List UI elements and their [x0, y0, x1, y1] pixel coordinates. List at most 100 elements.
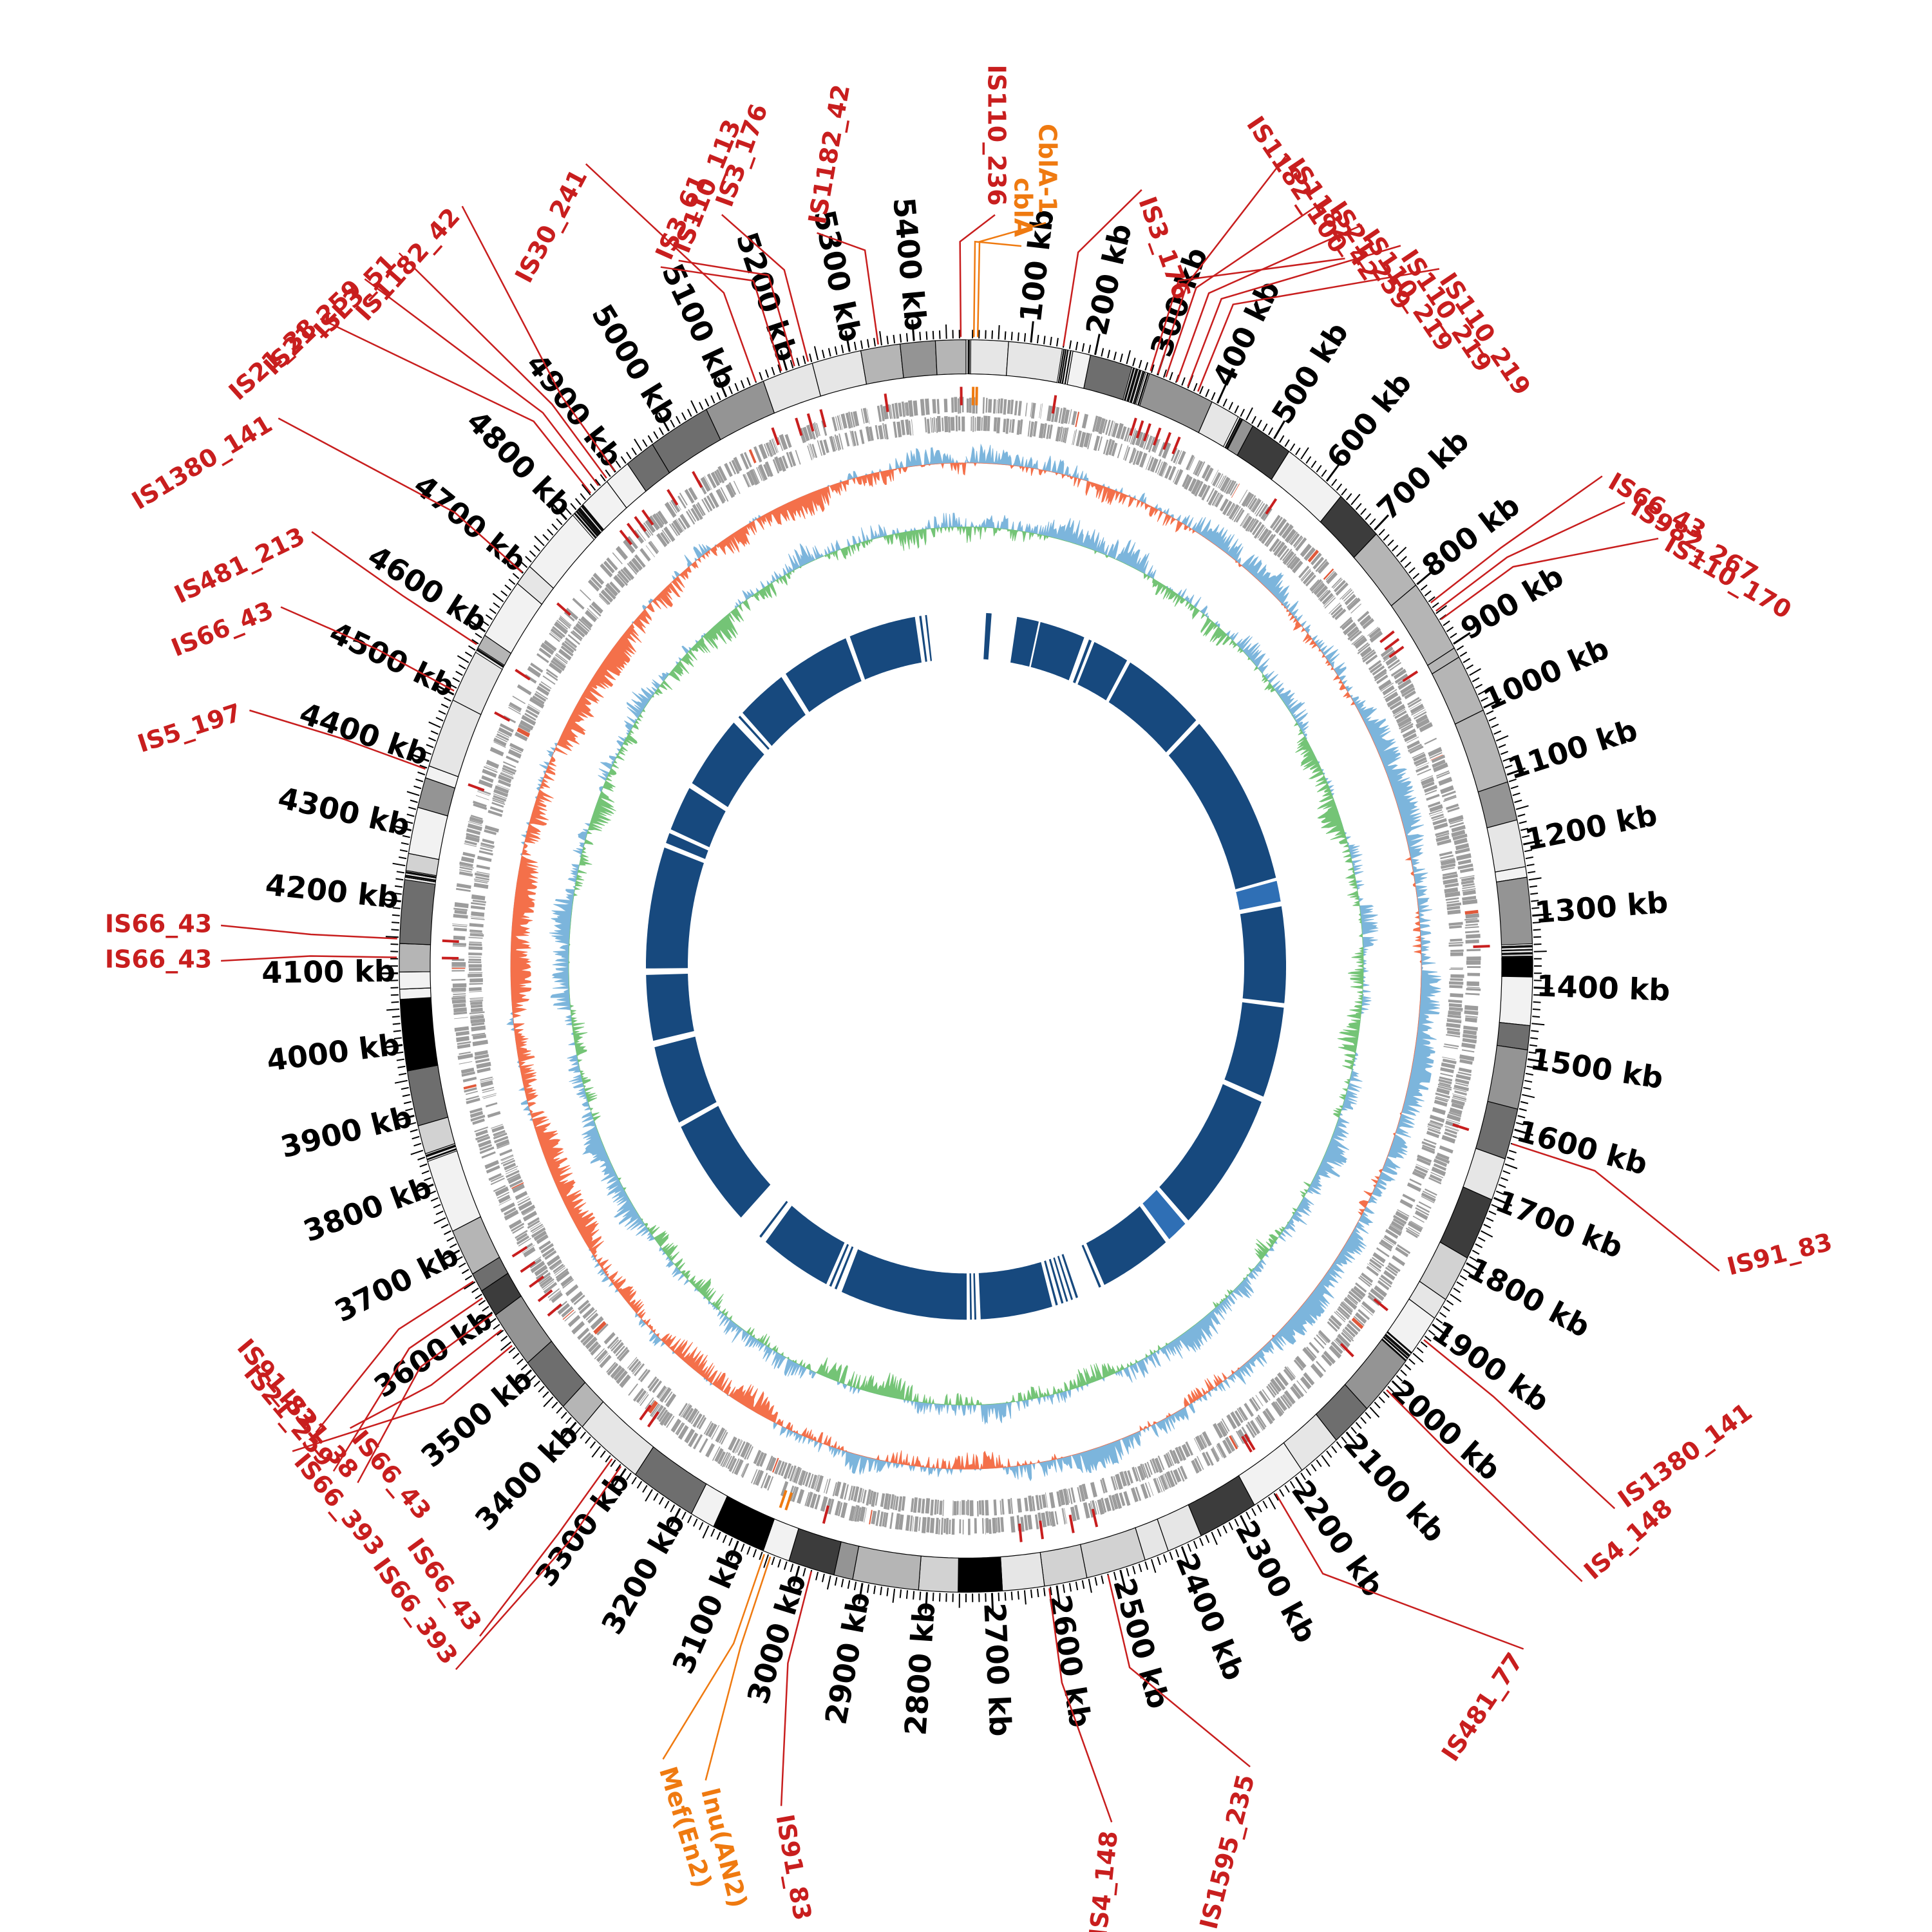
gene-mark	[562, 1279, 574, 1289]
gene-mark	[1148, 437, 1155, 453]
gene-mark	[688, 487, 698, 501]
gene-mark	[457, 1053, 473, 1060]
gene-mark	[494, 1135, 509, 1144]
gene-mark	[1435, 1097, 1448, 1103]
axis-minor-tick	[471, 1287, 479, 1293]
gene-mark	[639, 1394, 649, 1406]
gene-mark	[658, 1409, 668, 1423]
is-position-tick	[647, 1411, 659, 1428]
gene-mark	[1283, 1368, 1294, 1381]
gene-mark	[1330, 1314, 1342, 1327]
axis-minor-tick	[1234, 1519, 1239, 1527]
gene-mark	[648, 541, 659, 554]
axis-minor-tick	[631, 447, 637, 455]
annotation-leader-line	[278, 417, 523, 573]
gene-mark	[1341, 618, 1354, 630]
gene-mark	[484, 825, 499, 833]
gc-content-area-negative	[568, 526, 1365, 1406]
gene-mark	[1194, 480, 1204, 497]
gene-mark	[551, 1292, 563, 1303]
gene-mark	[493, 789, 508, 797]
gene-mark	[1079, 431, 1086, 448]
gene-mark	[1234, 1410, 1244, 1423]
gene-mark	[1441, 863, 1456, 869]
gene-mark	[1354, 637, 1367, 649]
gene-mark	[1392, 1255, 1405, 1267]
gene-mark	[1211, 469, 1219, 484]
gene-mark	[1244, 1403, 1254, 1417]
axis-minor-tick	[500, 1341, 512, 1351]
axis-minor-tick	[1508, 1150, 1517, 1154]
axis-tick-label: 5000 kb	[585, 298, 684, 430]
is-position-tick	[975, 386, 978, 406]
axis-minor-tick	[698, 402, 704, 410]
gene-mark	[656, 1385, 667, 1399]
gene-mark	[1151, 1458, 1159, 1473]
gene-mark	[1399, 1198, 1413, 1209]
gene-mark	[936, 415, 942, 432]
gene-mark	[834, 1481, 842, 1497]
alignment-segment	[1159, 1084, 1262, 1220]
axis-minor-tick	[419, 764, 428, 769]
is-position-tick	[1018, 1523, 1023, 1542]
annotation-leader-line	[780, 1571, 813, 1806]
is-position-tick	[1373, 1298, 1388, 1312]
gene-mark	[719, 1430, 727, 1444]
gene-mark	[875, 424, 879, 440]
axis-major-tick	[516, 1369, 533, 1385]
gene-mark	[636, 1390, 647, 1403]
is-position-tick	[1384, 638, 1400, 651]
axis-major-tick	[613, 1468, 627, 1486]
gene-mark	[813, 1475, 819, 1490]
gene-mark	[1462, 1037, 1477, 1044]
gene-mark	[1440, 1072, 1454, 1077]
gene-mark	[1217, 1422, 1227, 1437]
gene-mark	[791, 1468, 797, 1482]
gene-mark	[524, 674, 537, 684]
gene-mark	[982, 397, 985, 414]
axis-minor-tick	[1088, 345, 1092, 354]
gene-mark	[1263, 508, 1273, 522]
gene-mark	[499, 1148, 513, 1157]
axis-minor-tick	[1043, 336, 1046, 345]
axis-minor-tick	[759, 372, 763, 381]
gene-mark	[1426, 1130, 1440, 1139]
gene-mark	[1447, 909, 1461, 915]
axis-minor-tick	[1369, 1406, 1380, 1418]
gene-mark	[565, 607, 578, 620]
alignment-segment	[654, 1036, 717, 1123]
axis-minor-tick	[512, 1352, 520, 1359]
gene-mark	[1343, 1296, 1358, 1310]
gene-mark	[1402, 728, 1416, 739]
gene-mark	[791, 1486, 799, 1502]
gene-mark	[917, 1498, 922, 1513]
gene-mark	[1309, 579, 1320, 591]
axis-minor-tick	[399, 856, 407, 860]
gene-mark	[992, 399, 996, 414]
gene-mark	[734, 1459, 744, 1475]
gene-mark	[509, 1219, 522, 1229]
axis-minor-tick	[1486, 710, 1494, 715]
axis-major-tick	[924, 1592, 928, 1614]
is-position-tick	[1241, 1435, 1253, 1453]
axis-major-tick	[1273, 420, 1285, 439]
gene-mark	[1166, 1453, 1173, 1467]
axis-minor-tick	[1493, 730, 1502, 735]
gene-mark	[1090, 1482, 1097, 1498]
gene-mark	[540, 1276, 553, 1287]
gene-mark	[527, 1217, 540, 1226]
backbone-block	[811, 350, 867, 397]
gene-mark	[560, 615, 572, 626]
gene-mark	[500, 1154, 514, 1161]
is-position-tick	[771, 427, 780, 446]
is-position-tick	[779, 1490, 788, 1508]
gene-mark	[495, 1186, 509, 1197]
axis-minor-tick	[620, 456, 627, 464]
gene-mark	[490, 1177, 505, 1186]
gene-mark	[1001, 1499, 1005, 1515]
gene-mark	[1439, 857, 1455, 862]
gene-mark	[918, 1517, 921, 1531]
gene-mark	[1429, 1122, 1443, 1128]
axis-minor-tick	[716, 392, 721, 401]
gene-mark	[502, 1159, 515, 1167]
